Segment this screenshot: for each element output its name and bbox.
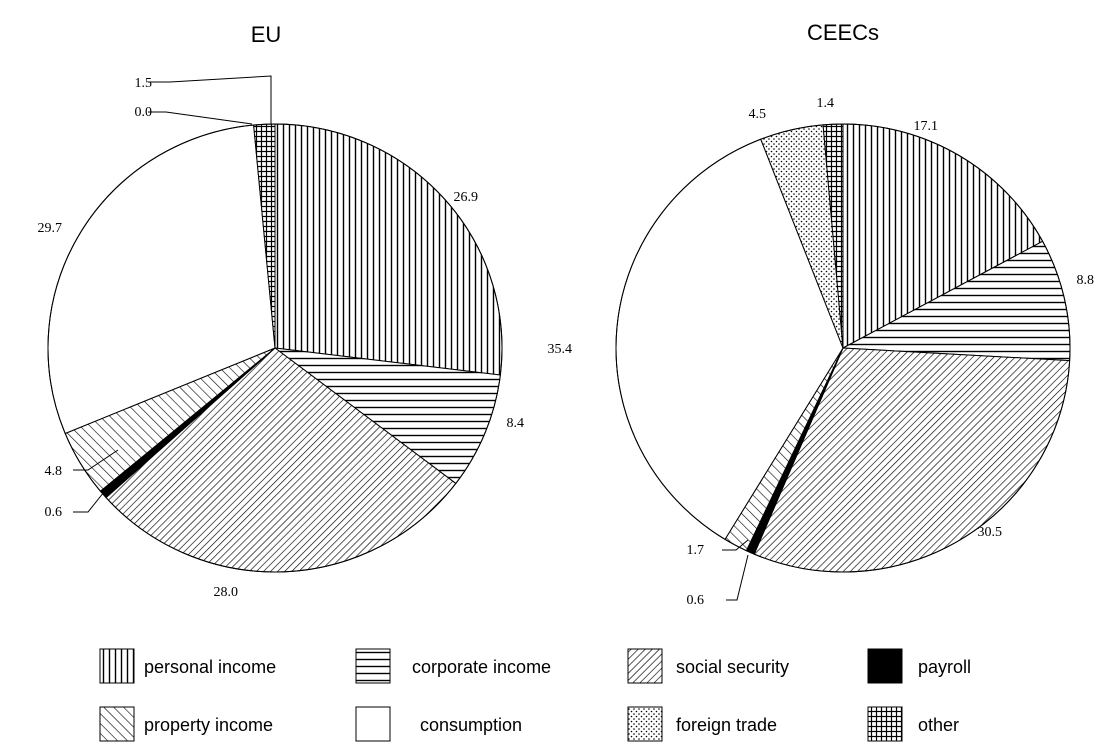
legend-label-corporate-income: corporate income [412, 657, 551, 677]
legend-label-personal-income: personal income [144, 657, 276, 677]
legend-swatch-payroll [867, 648, 903, 684]
leader-line-eu-property-income [73, 449, 119, 471]
pie-outline-eu [47, 123, 503, 573]
value-label-ceecs-consumption: 35.4 [548, 342, 573, 357]
value-label-ceecs-property-income: 1.7 [687, 543, 705, 558]
value-label-eu-foreign-trade: 0.0 [135, 105, 153, 120]
pie-slice-eu-personal-income [274, 123, 503, 376]
legend-swatch-corporate-income [355, 648, 391, 684]
leader-line-eu-other [148, 75, 272, 124]
legend-swatch-personal-income [99, 648, 135, 684]
legend-label-consumption: consumption [420, 715, 522, 735]
pie-eu [47, 123, 503, 573]
value-label-eu-other: 1.5 [135, 76, 153, 91]
chart-title-ceecs: CEECs [807, 20, 879, 45]
legend: personal income corporate income social … [99, 648, 971, 742]
leader-line-ceecs-property-income [722, 539, 749, 551]
legend-swatch-property-income [99, 706, 135, 742]
value-label-ceecs-social-security: 30.5 [978, 525, 1003, 540]
pie-outline-ceecs [615, 123, 1071, 573]
slice-value-labels: 26.9 8.4 28.0 0.6 4.8 29.7 0.0 1.5 17.1 8.8 30.5 0.… [38, 75, 1095, 608]
value-label-eu-corporate-income: 8.4 [507, 416, 525, 431]
value-label-ceecs-corporate-income: 8.8 [1077, 273, 1095, 288]
value-label-eu-payroll: 0.6 [45, 505, 63, 520]
leader-line-eu-foreign-trade [148, 111, 253, 125]
legend-label-foreign-trade: foreign trade [676, 715, 777, 735]
legend-swatch-other [867, 706, 903, 742]
value-label-eu-property-income: 4.8 [45, 464, 63, 479]
value-label-eu-social-security: 28.0 [214, 585, 239, 600]
leader-line-eu-payroll [73, 491, 105, 513]
value-label-ceecs-other: 1.4 [817, 96, 835, 111]
value-label-eu-personal-income: 26.9 [454, 190, 479, 205]
legend-label-property-income: property income [144, 715, 273, 735]
pie-ceecs [615, 123, 1071, 573]
leader-line-ceecs-payroll [726, 554, 749, 601]
legend-swatch-foreign-trade [627, 706, 663, 742]
value-label-ceecs-personal-income: 17.1 [914, 119, 939, 134]
value-label-eu-consumption: 29.7 [38, 221, 63, 236]
chart-title-eu: EU [251, 22, 282, 47]
legend-swatch-consumption [355, 706, 391, 742]
legend-swatch-social-security [627, 648, 663, 684]
legend-label-social-security: social security [676, 657, 789, 677]
value-label-ceecs-payroll: 0.6 [687, 593, 705, 608]
value-label-ceecs-foreign-trade: 4.5 [749, 107, 767, 122]
legend-label-payroll: payroll [918, 657, 971, 677]
legend-label-other: other [918, 715, 959, 735]
